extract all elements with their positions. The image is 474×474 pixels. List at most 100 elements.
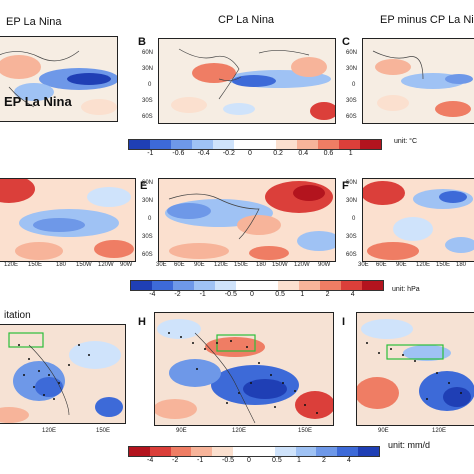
map-panel-b-sst bbox=[158, 38, 336, 124]
colorbar-tick-label: -4 bbox=[147, 457, 154, 464]
colorbar-swatch bbox=[274, 447, 296, 456]
colorbar-slp bbox=[130, 280, 384, 291]
lat-tick: 30N bbox=[346, 198, 358, 204]
colorbar-swatch bbox=[320, 281, 341, 290]
colorbar-tick-label: 2 bbox=[322, 457, 326, 464]
colorbar-tick-label: 2 bbox=[325, 291, 330, 298]
colorbar-swatch bbox=[295, 447, 317, 456]
lat-tick: 0 bbox=[148, 82, 152, 88]
lat-tick: 30S bbox=[142, 98, 153, 104]
colorbar-tick-label: 0 bbox=[248, 150, 252, 157]
lon-tick: 90W bbox=[120, 262, 133, 268]
colorbar-swatch bbox=[171, 140, 192, 149]
panel-letter-c: C bbox=[342, 36, 350, 48]
colorbar-tick-label: -2 bbox=[172, 457, 179, 464]
colorbar-tick-label: -0.2 bbox=[222, 150, 235, 157]
title-precipitation-partial: itation bbox=[4, 310, 31, 321]
colorbar-swatch bbox=[170, 447, 192, 456]
colorbar-swatch bbox=[337, 447, 359, 456]
lon-tick: 90E bbox=[194, 262, 205, 268]
lon-tick: 150E bbox=[28, 262, 43, 268]
colorbar-swatch bbox=[194, 281, 215, 290]
lon-tick: 180 bbox=[456, 262, 467, 268]
colorbar-swatch bbox=[255, 140, 276, 149]
panel-title-ep-la-nina-overlay: EP La Nina bbox=[4, 94, 72, 109]
lon-tick: 120E bbox=[4, 262, 19, 268]
panel-letter-b: B bbox=[138, 36, 146, 48]
lon-tick: 60E bbox=[174, 262, 185, 268]
lon-tick: 120E bbox=[416, 262, 431, 268]
map-panel-d-slp bbox=[0, 178, 136, 262]
lon-tick: 150E bbox=[96, 428, 111, 434]
lon-tick: 90E bbox=[176, 428, 187, 434]
lat-tick: 30N bbox=[346, 66, 358, 72]
colorbar-tick-label: -4 bbox=[149, 291, 156, 298]
lon-tick: 120E bbox=[214, 262, 229, 268]
colorbar-swatch bbox=[276, 140, 297, 149]
colorbar-tick-label: 0.5 bbox=[275, 291, 285, 298]
colorbar-tick-label: 4 bbox=[347, 457, 351, 464]
lat-tick: 0 bbox=[148, 216, 152, 222]
colorbar-swatch bbox=[191, 447, 213, 456]
colorbar-tick-label: 0.2 bbox=[273, 150, 283, 157]
title-ep-minus-cp: EP minus CP La Nina bbox=[380, 14, 474, 26]
panel-letter-e: E bbox=[140, 180, 148, 192]
lat-tick: 30N bbox=[142, 198, 154, 204]
map-panel-i-precip bbox=[356, 312, 474, 426]
colorbar-precip bbox=[128, 446, 380, 457]
colorbar-tick-label: 0.4 bbox=[298, 150, 309, 157]
lon-tick: 150W bbox=[76, 262, 92, 268]
colorbar-swatch bbox=[253, 447, 275, 456]
colorbar-precip-unit: unit: mm/d bbox=[388, 440, 431, 450]
colorbar-swatch bbox=[297, 140, 318, 149]
lon-tick: 180 bbox=[256, 262, 267, 268]
colorbar-swatch bbox=[173, 281, 194, 290]
colorbar-swatch bbox=[358, 447, 379, 456]
lat-tick: 0 bbox=[352, 216, 356, 222]
colorbar-swatch bbox=[341, 281, 362, 290]
colorbar-swatch bbox=[131, 281, 152, 290]
map-panel-g-precip bbox=[0, 324, 126, 424]
colorbar-swatch bbox=[150, 140, 171, 149]
lat-tick: 60S bbox=[346, 114, 357, 120]
colorbar-tick-label: -0.5 bbox=[222, 457, 235, 464]
colorbar-tick-label: -1 bbox=[147, 150, 154, 157]
lat-tick: 30S bbox=[142, 234, 153, 240]
lon-tick: 90W bbox=[318, 262, 331, 268]
panel-letter-f: F bbox=[342, 180, 349, 192]
colorbar-tick-label: -2 bbox=[174, 291, 181, 298]
panel-letter-i: I bbox=[342, 316, 346, 328]
lon-tick: 150E bbox=[298, 428, 313, 434]
map-panel-a-sst bbox=[0, 36, 118, 122]
colorbar-swatch bbox=[299, 281, 320, 290]
lat-tick: 0 bbox=[352, 82, 356, 88]
colorbar-tick-label: -1 bbox=[197, 457, 204, 464]
lat-tick: 60S bbox=[142, 114, 153, 120]
lat-tick: 60N bbox=[142, 180, 154, 186]
colorbar-swatch bbox=[316, 447, 338, 456]
map-panel-e-slp bbox=[158, 178, 336, 262]
lon-tick: 150E bbox=[234, 262, 249, 268]
colorbar-swatch bbox=[129, 140, 150, 149]
colorbar-swatch bbox=[234, 140, 255, 149]
colorbar-swatch bbox=[213, 140, 234, 149]
lon-tick: 120E bbox=[42, 428, 57, 434]
lat-tick: 30S bbox=[346, 234, 357, 240]
lon-tick: 30E bbox=[156, 262, 167, 268]
colorbar-tick-label: 0.6 bbox=[323, 150, 334, 157]
colorbar-tick-label: 1 bbox=[300, 291, 305, 298]
colorbar-tick-label: 0 bbox=[250, 291, 254, 298]
lon-tick: 120E bbox=[432, 428, 447, 434]
lat-tick: 60S bbox=[142, 252, 153, 258]
lon-tick: 90E bbox=[396, 262, 407, 268]
lon-tick: 120W bbox=[98, 262, 114, 268]
colorbar-tick-label: 0 bbox=[247, 457, 251, 464]
colorbar-swatch bbox=[339, 140, 360, 149]
colorbar-sst-unit: unit: °C bbox=[394, 138, 418, 145]
lat-tick: 30N bbox=[142, 66, 154, 72]
title-ep-la-nina: EP La Nina bbox=[6, 16, 62, 28]
lat-tick: 60S bbox=[346, 252, 357, 258]
title-cp-la-nina: CP La Nina bbox=[218, 14, 275, 26]
colorbar-swatch bbox=[149, 447, 171, 456]
colorbar-tick-label: 0.5 bbox=[272, 457, 282, 464]
